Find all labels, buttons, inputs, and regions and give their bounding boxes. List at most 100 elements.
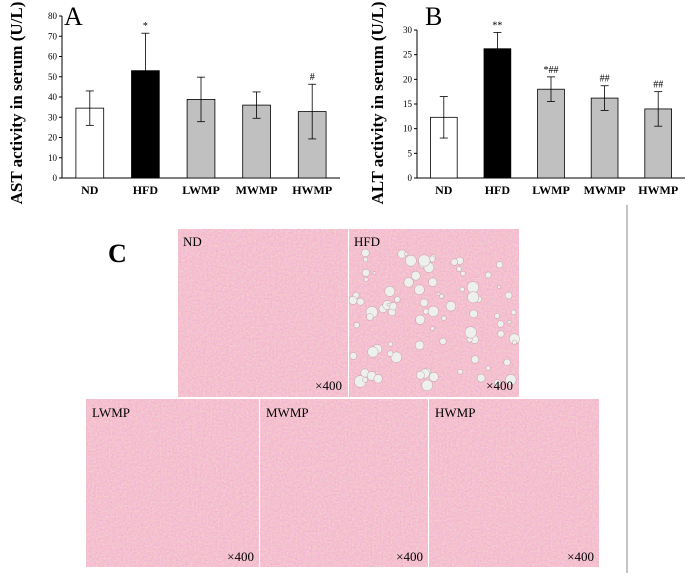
vacuole — [415, 340, 425, 350]
panel-letter-c: C — [108, 239, 127, 268]
vacuole — [418, 254, 431, 267]
micrograph-lwmp: LWMP ×400 — [86, 399, 259, 567]
category-label: HWMP — [638, 183, 678, 197]
vacuole — [466, 281, 479, 294]
vacuole — [497, 285, 501, 289]
vacuole — [367, 346, 379, 358]
vacuole — [403, 277, 414, 288]
micrographs: ND ×400 HFD ×400 LWMP ×400 MWMP ×400 HWM… — [86, 229, 599, 567]
micrograph-label: ND — [183, 234, 202, 249]
y-tick-label: 0 — [408, 173, 413, 183]
y-tick-label: 10 — [48, 153, 58, 163]
significance-mark: # — [310, 72, 315, 83]
micrograph-hfd: HFD ×400 — [348, 229, 520, 397]
vacuole — [394, 296, 401, 303]
vacuole — [361, 248, 370, 258]
vacuole — [460, 271, 466, 277]
micrograph-lwmp-image — [86, 399, 259, 567]
vacuole — [430, 326, 435, 331]
y-tick-label: 20 — [48, 133, 58, 143]
category-label: HFD — [133, 183, 159, 197]
category-label: LWMP — [532, 183, 570, 197]
micrograph-hwmp-image — [429, 399, 599, 567]
y-tick-label: 20 — [403, 74, 413, 84]
vacuole — [420, 298, 429, 307]
vacuole — [427, 305, 439, 317]
panel-letter-b: B — [425, 2, 442, 31]
vacuole — [405, 255, 417, 267]
y-tick-label: 0 — [53, 173, 58, 183]
vacuole — [439, 337, 447, 345]
vacuole — [512, 339, 517, 345]
chart-b: B ALT activity in serum (U/L) 0 5 10 15 20 25… — [368, 1, 685, 205]
micrograph-label: LWMP — [92, 405, 130, 420]
category-label: MWMP — [236, 183, 278, 197]
y-tick-label: 70 — [48, 31, 58, 41]
y-tick-label: 10 — [403, 124, 413, 134]
vacuole — [476, 373, 486, 383]
vacuole — [450, 258, 458, 266]
bar-lwmp — [537, 88, 565, 179]
vacuole — [441, 315, 447, 321]
vacuole — [493, 379, 501, 387]
vacuole — [471, 355, 480, 364]
y-tick-label: 80 — [48, 11, 58, 21]
significance-mark: ** — [492, 20, 502, 31]
bar-hfd — [483, 48, 512, 179]
vacuole — [386, 302, 391, 307]
vacuole — [372, 271, 377, 275]
y-tick-label: 30 — [48, 112, 58, 122]
vacuole — [363, 257, 369, 263]
vacuole — [390, 351, 402, 363]
y-tick-label: 25 — [403, 50, 413, 60]
chart-a: A AST activity in serum (U/L) 0 10 20 30 40 5… — [7, 2, 340, 204]
vacuole — [416, 370, 425, 380]
significance-mark: ## — [653, 80, 663, 91]
magnification-label: ×400 — [315, 378, 342, 393]
vacuole — [467, 291, 480, 304]
magnification-label: ×400 — [396, 549, 423, 564]
vacuole — [387, 350, 394, 357]
vacuole — [411, 271, 421, 281]
vacuole — [421, 379, 433, 392]
vacuole — [353, 322, 360, 329]
y-tick-label: 60 — [48, 52, 58, 62]
vacuole — [469, 309, 478, 319]
vacuole — [356, 297, 365, 306]
category-label: ND — [81, 183, 99, 197]
y-tick-label: 30 — [403, 25, 413, 35]
vacuole — [422, 308, 429, 315]
vacuole — [404, 251, 409, 256]
vacuole — [363, 277, 369, 282]
vacuole — [494, 313, 500, 319]
category-label: HWMP — [292, 183, 332, 197]
vacuole — [456, 266, 462, 272]
magnification-label: ×400 — [567, 549, 594, 564]
y-tick-label: 40 — [48, 92, 58, 102]
micrograph-nd-image — [178, 229, 348, 397]
vacuole — [459, 286, 465, 292]
significance-mark: ## — [600, 74, 610, 85]
vacuole — [428, 372, 439, 382]
y-tick-label: 15 — [403, 99, 413, 109]
vacuole — [349, 352, 358, 360]
vacuole — [373, 374, 383, 384]
vacuole — [428, 277, 438, 287]
y-tick-label: 5 — [408, 148, 413, 158]
vacuole — [415, 314, 426, 325]
vacuole — [497, 320, 505, 328]
vacuole — [366, 313, 374, 321]
y-axis-label-b: ALT activity in serum (U/L) — [368, 1, 387, 204]
vacuole — [457, 369, 463, 375]
vacuole — [389, 302, 398, 311]
vacuole — [388, 341, 393, 347]
micrograph-label: HFD — [354, 234, 380, 249]
vacuole — [362, 376, 368, 383]
lipid-vacuoles — [348, 248, 520, 392]
micrograph-label: HWMP — [435, 405, 475, 420]
significance-mark: *## — [544, 65, 559, 76]
vacuole — [503, 358, 511, 367]
micrograph-nd: ND ×400 — [178, 229, 348, 397]
magnification-label: ×400 — [486, 378, 513, 393]
